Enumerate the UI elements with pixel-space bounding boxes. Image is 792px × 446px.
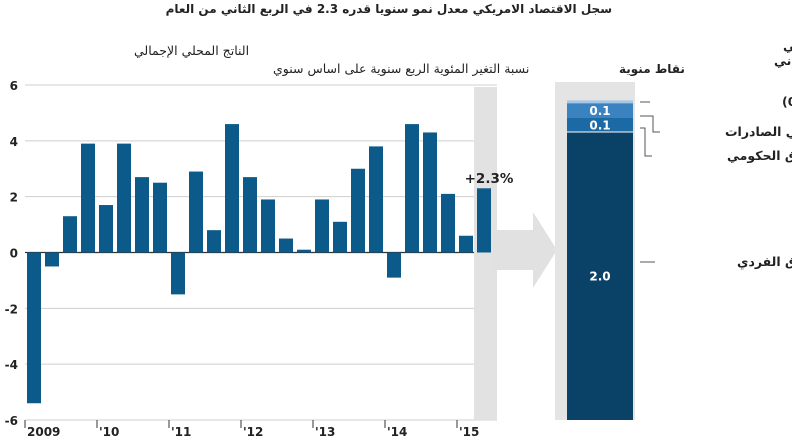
bars-group xyxy=(27,124,491,404)
unit-label: نقاط منوية xyxy=(619,62,685,77)
contrib-title-line2: بالربع الثاني xyxy=(774,53,792,68)
x-year-label: '13 xyxy=(315,425,335,439)
bar xyxy=(351,168,365,253)
y-tick-label: 0 xyxy=(10,247,18,261)
bar xyxy=(135,177,149,253)
stacked-bar: 2.0 0.10.1 xyxy=(567,100,633,420)
chart-subtitle: نسبة التغير المئوية الربع سنوية على اساس… xyxy=(273,61,529,77)
bar xyxy=(297,249,311,253)
bar xyxy=(117,143,131,253)
y-tick-labels: 6 4 2 0 -2 -4 -6 xyxy=(5,79,18,428)
x-year-label: '15 xyxy=(459,425,479,439)
bar xyxy=(189,171,203,253)
x-year-label: '11 xyxy=(171,425,191,439)
x-year-labels: 2009 '10 '11 '12 '13 '14 '15 xyxy=(24,420,479,439)
bar xyxy=(45,252,59,267)
bar xyxy=(279,238,293,253)
x-year-label: '10 xyxy=(99,425,119,439)
segment-name: الإنفاق الفردي xyxy=(737,254,792,269)
x-year-label: '14 xyxy=(387,425,407,439)
y-tick-label: 6 xyxy=(10,79,18,93)
x-year-label: 2009 xyxy=(27,425,60,439)
bar xyxy=(225,124,239,253)
chart-title: الناتج المحلي الإجمالي xyxy=(134,43,249,58)
bar xyxy=(333,221,347,253)
headline: سجل الاقتصاد الامريكي معدل نمو سنويا قدر… xyxy=(165,2,612,16)
bar xyxy=(423,132,437,253)
latest-value-label: +2.3% xyxy=(465,171,514,187)
arrow-icon xyxy=(493,212,557,288)
bar xyxy=(81,143,95,253)
segment-value-label: 0.1 xyxy=(589,118,610,132)
bar xyxy=(477,188,491,253)
bar xyxy=(459,235,473,253)
bar xyxy=(153,182,167,253)
bar xyxy=(171,252,185,295)
bar xyxy=(243,177,257,253)
bar xyxy=(99,205,113,253)
y-tick-label: 2 xyxy=(10,191,18,205)
y-tick-label: -6 xyxy=(5,414,18,428)
stack-segment xyxy=(567,103,633,118)
bar xyxy=(405,124,419,253)
leader-lines xyxy=(640,101,660,263)
bar xyxy=(315,199,329,253)
segment-name: الإنفاق الحكومي xyxy=(727,148,792,163)
y-tick-label: -2 xyxy=(5,302,18,316)
bar xyxy=(63,216,77,253)
y-tick-label: 4 xyxy=(10,135,18,149)
bar xyxy=(369,146,383,253)
segment-name: صافي الصادرات xyxy=(725,124,792,139)
bar xyxy=(261,199,275,253)
contrib-title-line1: المساهمون في الناتج المحلي الإجمالي xyxy=(783,38,792,53)
bar xyxy=(441,193,455,253)
latest-quarter-shade xyxy=(474,87,497,420)
stack-segment xyxy=(567,100,633,104)
segment-value-label: 0.1 xyxy=(589,104,610,118)
segment-name: استثمارات خاصة (+0.1) xyxy=(782,94,792,109)
segment-value-label: 2.0 xyxy=(589,270,610,284)
bar xyxy=(387,252,401,278)
bar xyxy=(27,252,41,404)
stack-segment xyxy=(567,117,633,132)
y-tick-label: -4 xyxy=(5,358,18,372)
bar xyxy=(207,230,221,253)
stack-segment xyxy=(567,132,633,420)
segment-names: الإنفاق الفردي الإنفاق الحكومي صافي الصادر… xyxy=(725,94,792,269)
x-year-label: '12 xyxy=(243,425,263,439)
